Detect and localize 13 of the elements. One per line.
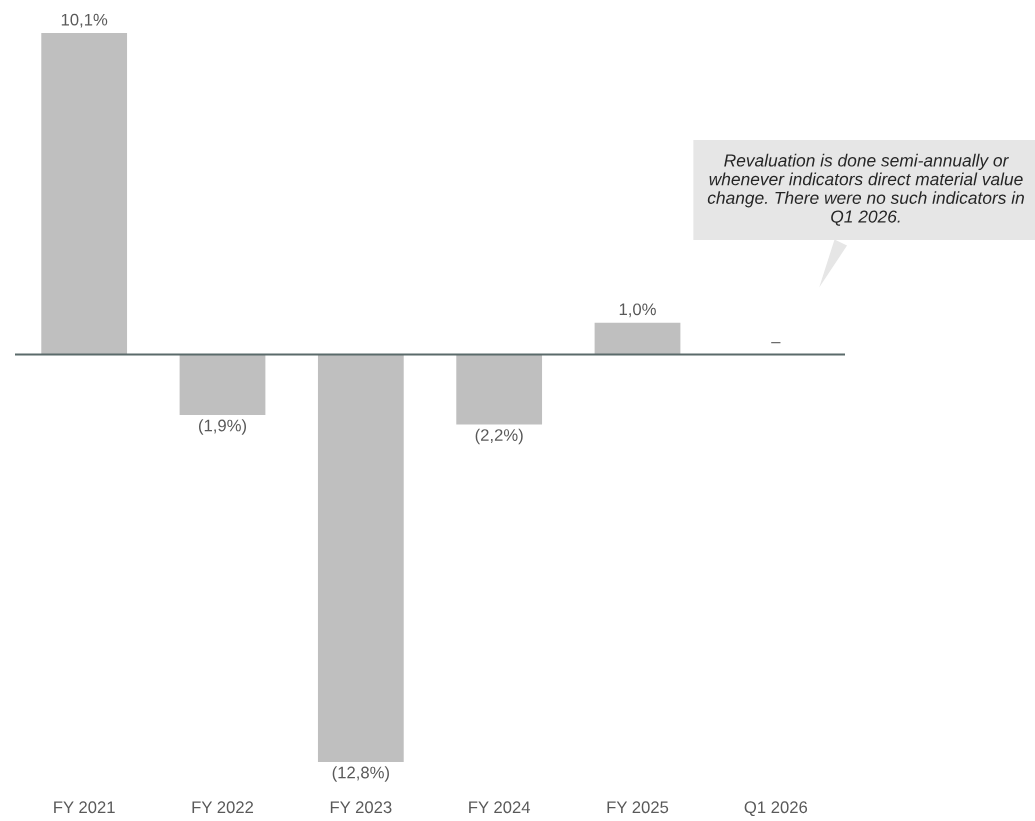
data-label: (12,8%): [332, 766, 389, 782]
x-tick-label: FY 2021: [54, 801, 115, 814]
x-tick-label: FY 2024: [469, 801, 531, 814]
x-tick-label: FY 2023: [330, 801, 392, 814]
x-tick-label: FY 2022: [192, 801, 254, 814]
x-tick-label: Q1 2026: [744, 801, 808, 817]
data-label: (1,9%): [198, 419, 247, 435]
data-label: –: [771, 342, 781, 344]
annotation: Revaluation is done semi-annually or whenever indicators direct material value change. There were no such indicators in Q1 2026.: [707, 153, 1024, 226]
data-label: 1,0%: [619, 303, 656, 318]
data-label: (2,2%): [475, 428, 523, 445]
x-tick-label: FY 2025: [607, 801, 669, 814]
data-label: 10,1%: [61, 13, 108, 28]
